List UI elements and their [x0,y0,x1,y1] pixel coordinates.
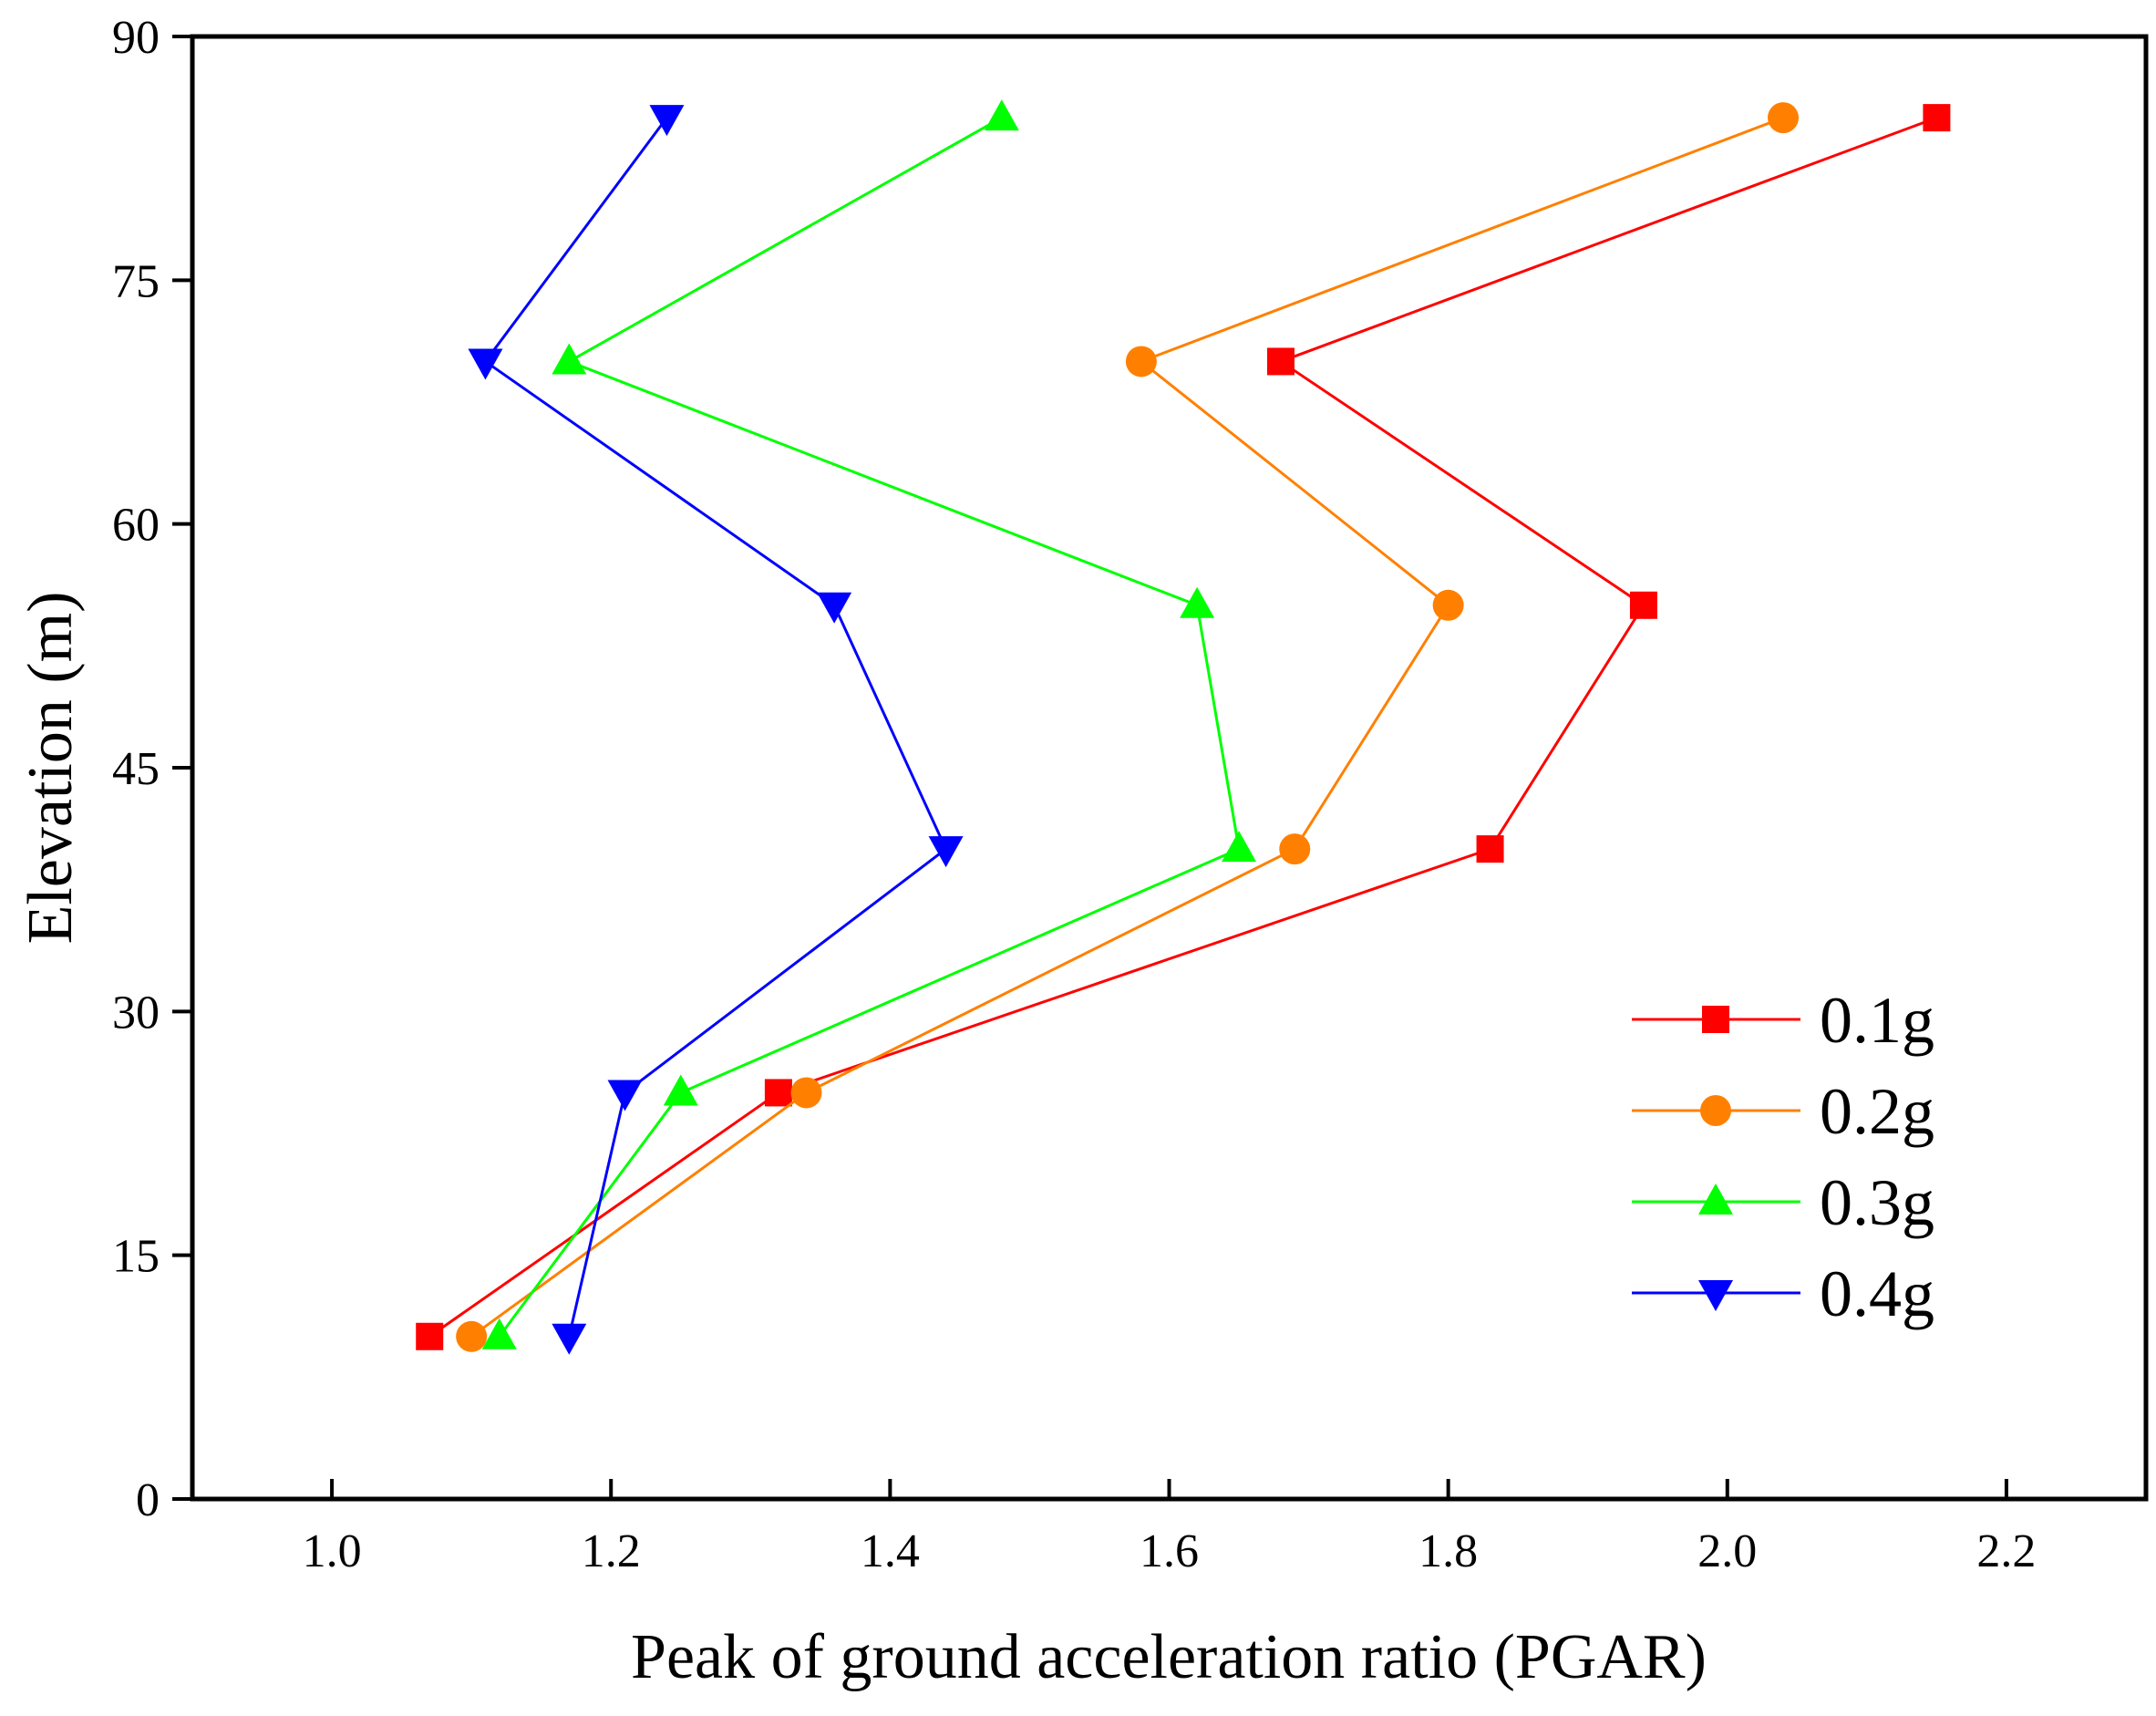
data-point-0.3g [552,343,587,375]
data-point-0.1g [416,1322,444,1350]
data-point-0.3g [1180,586,1215,618]
legend-marker-0.1g [1702,1006,1729,1033]
x-tick-label: 2.2 [1976,1525,2036,1577]
data-point-0.4g [649,105,685,137]
data-point-0.1g [1266,347,1295,376]
series-line-0.2g [470,116,1784,1338]
series-line-0.1g [428,116,1937,1339]
series-line-0.3g [498,116,1241,1338]
legend-label-0.1g: 0.1g [1820,984,1934,1057]
y-tick-label: 30 [112,987,160,1039]
x-tick-label: 1.4 [861,1525,920,1577]
x-tick-label: 1.8 [1418,1525,1478,1577]
data-point-0.3g [1222,831,1257,863]
legend-label-0.2g: 0.2g [1820,1075,1934,1148]
data-point-0.4g [552,1323,587,1355]
y-axis-title: Elevation (m) [15,592,86,945]
data-point-0.3g [481,1318,517,1349]
x-tick-label: 1.2 [582,1525,641,1577]
data-point-0.4g [607,1080,643,1111]
y-tick-label: 15 [112,1231,160,1283]
data-point-0.2g [790,1077,822,1109]
x-axis: 1.0 1.2 1.4 1.6 1.8 2.0 2.2 [303,1479,2036,1577]
x-tick-label: 2.0 [1697,1525,1757,1577]
legend: 0.1g 0.2g 0.3g 0.4g [1632,984,1934,1330]
legend-marker-0.3g [1698,1184,1733,1215]
data-point-0.1g [1476,835,1504,863]
series-layer [416,99,1951,1355]
x-tick-label: 1.6 [1140,1525,1199,1577]
data-point-0.1g [764,1079,792,1107]
legend-marker-0.2g [1700,1095,1731,1126]
series-line-0.4g [483,117,948,1338]
y-tick-label: 75 [112,255,160,307]
y-tick-label: 45 [112,743,160,795]
y-tick-label: 60 [112,500,160,552]
legend-marker-0.4g [1698,1280,1733,1311]
y-tick-label: 90 [112,12,160,64]
data-point-0.4g [468,348,503,380]
legend-label-0.4g: 0.4g [1820,1257,1934,1330]
data-point-0.4g [928,836,964,868]
data-point-0.4g [817,592,852,624]
data-point-0.3g [663,1074,698,1106]
data-point-0.2g [1768,102,1800,134]
data-point-0.2g [1432,589,1464,621]
data-point-0.2g [1279,833,1311,865]
data-point-0.2g [456,1320,488,1352]
data-point-0.3g [984,99,1019,131]
data-point-0.2g [1125,346,1157,377]
data-point-0.1g [1923,104,1951,132]
legend-label-0.3g: 0.3g [1820,1166,1934,1239]
x-axis-title: Peak of ground acceleration ratio (PGAR) [631,1622,1707,1692]
y-tick-label: 0 [136,1474,160,1526]
x-tick-label: 1.0 [303,1525,362,1577]
data-point-0.1g [1629,591,1657,619]
y-axis: 0 15 30 45 60 75 90 [112,12,192,1526]
